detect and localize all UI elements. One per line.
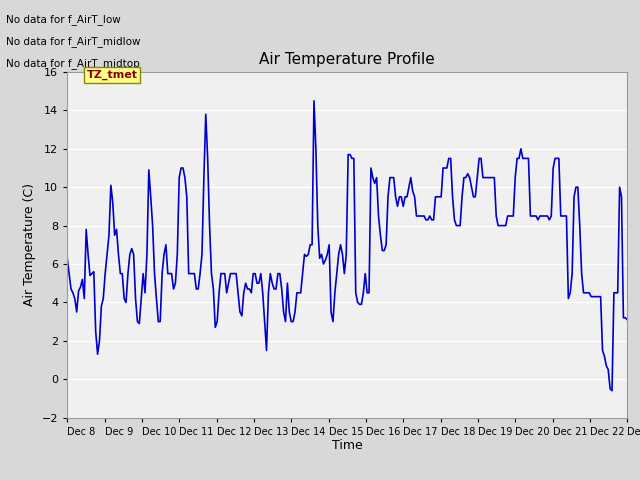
Title: Air Temperature Profile: Air Temperature Profile — [259, 52, 435, 67]
Y-axis label: Air Temperature (C): Air Temperature (C) — [23, 183, 36, 306]
Text: No data for f_AirT_low: No data for f_AirT_low — [6, 14, 121, 25]
Text: No data for f_AirT_midtop: No data for f_AirT_midtop — [6, 58, 140, 69]
Text: No data for f_AirT_midlow: No data for f_AirT_midlow — [6, 36, 141, 47]
X-axis label: Time: Time — [332, 439, 363, 453]
Text: TZ_tmet: TZ_tmet — [86, 70, 138, 80]
